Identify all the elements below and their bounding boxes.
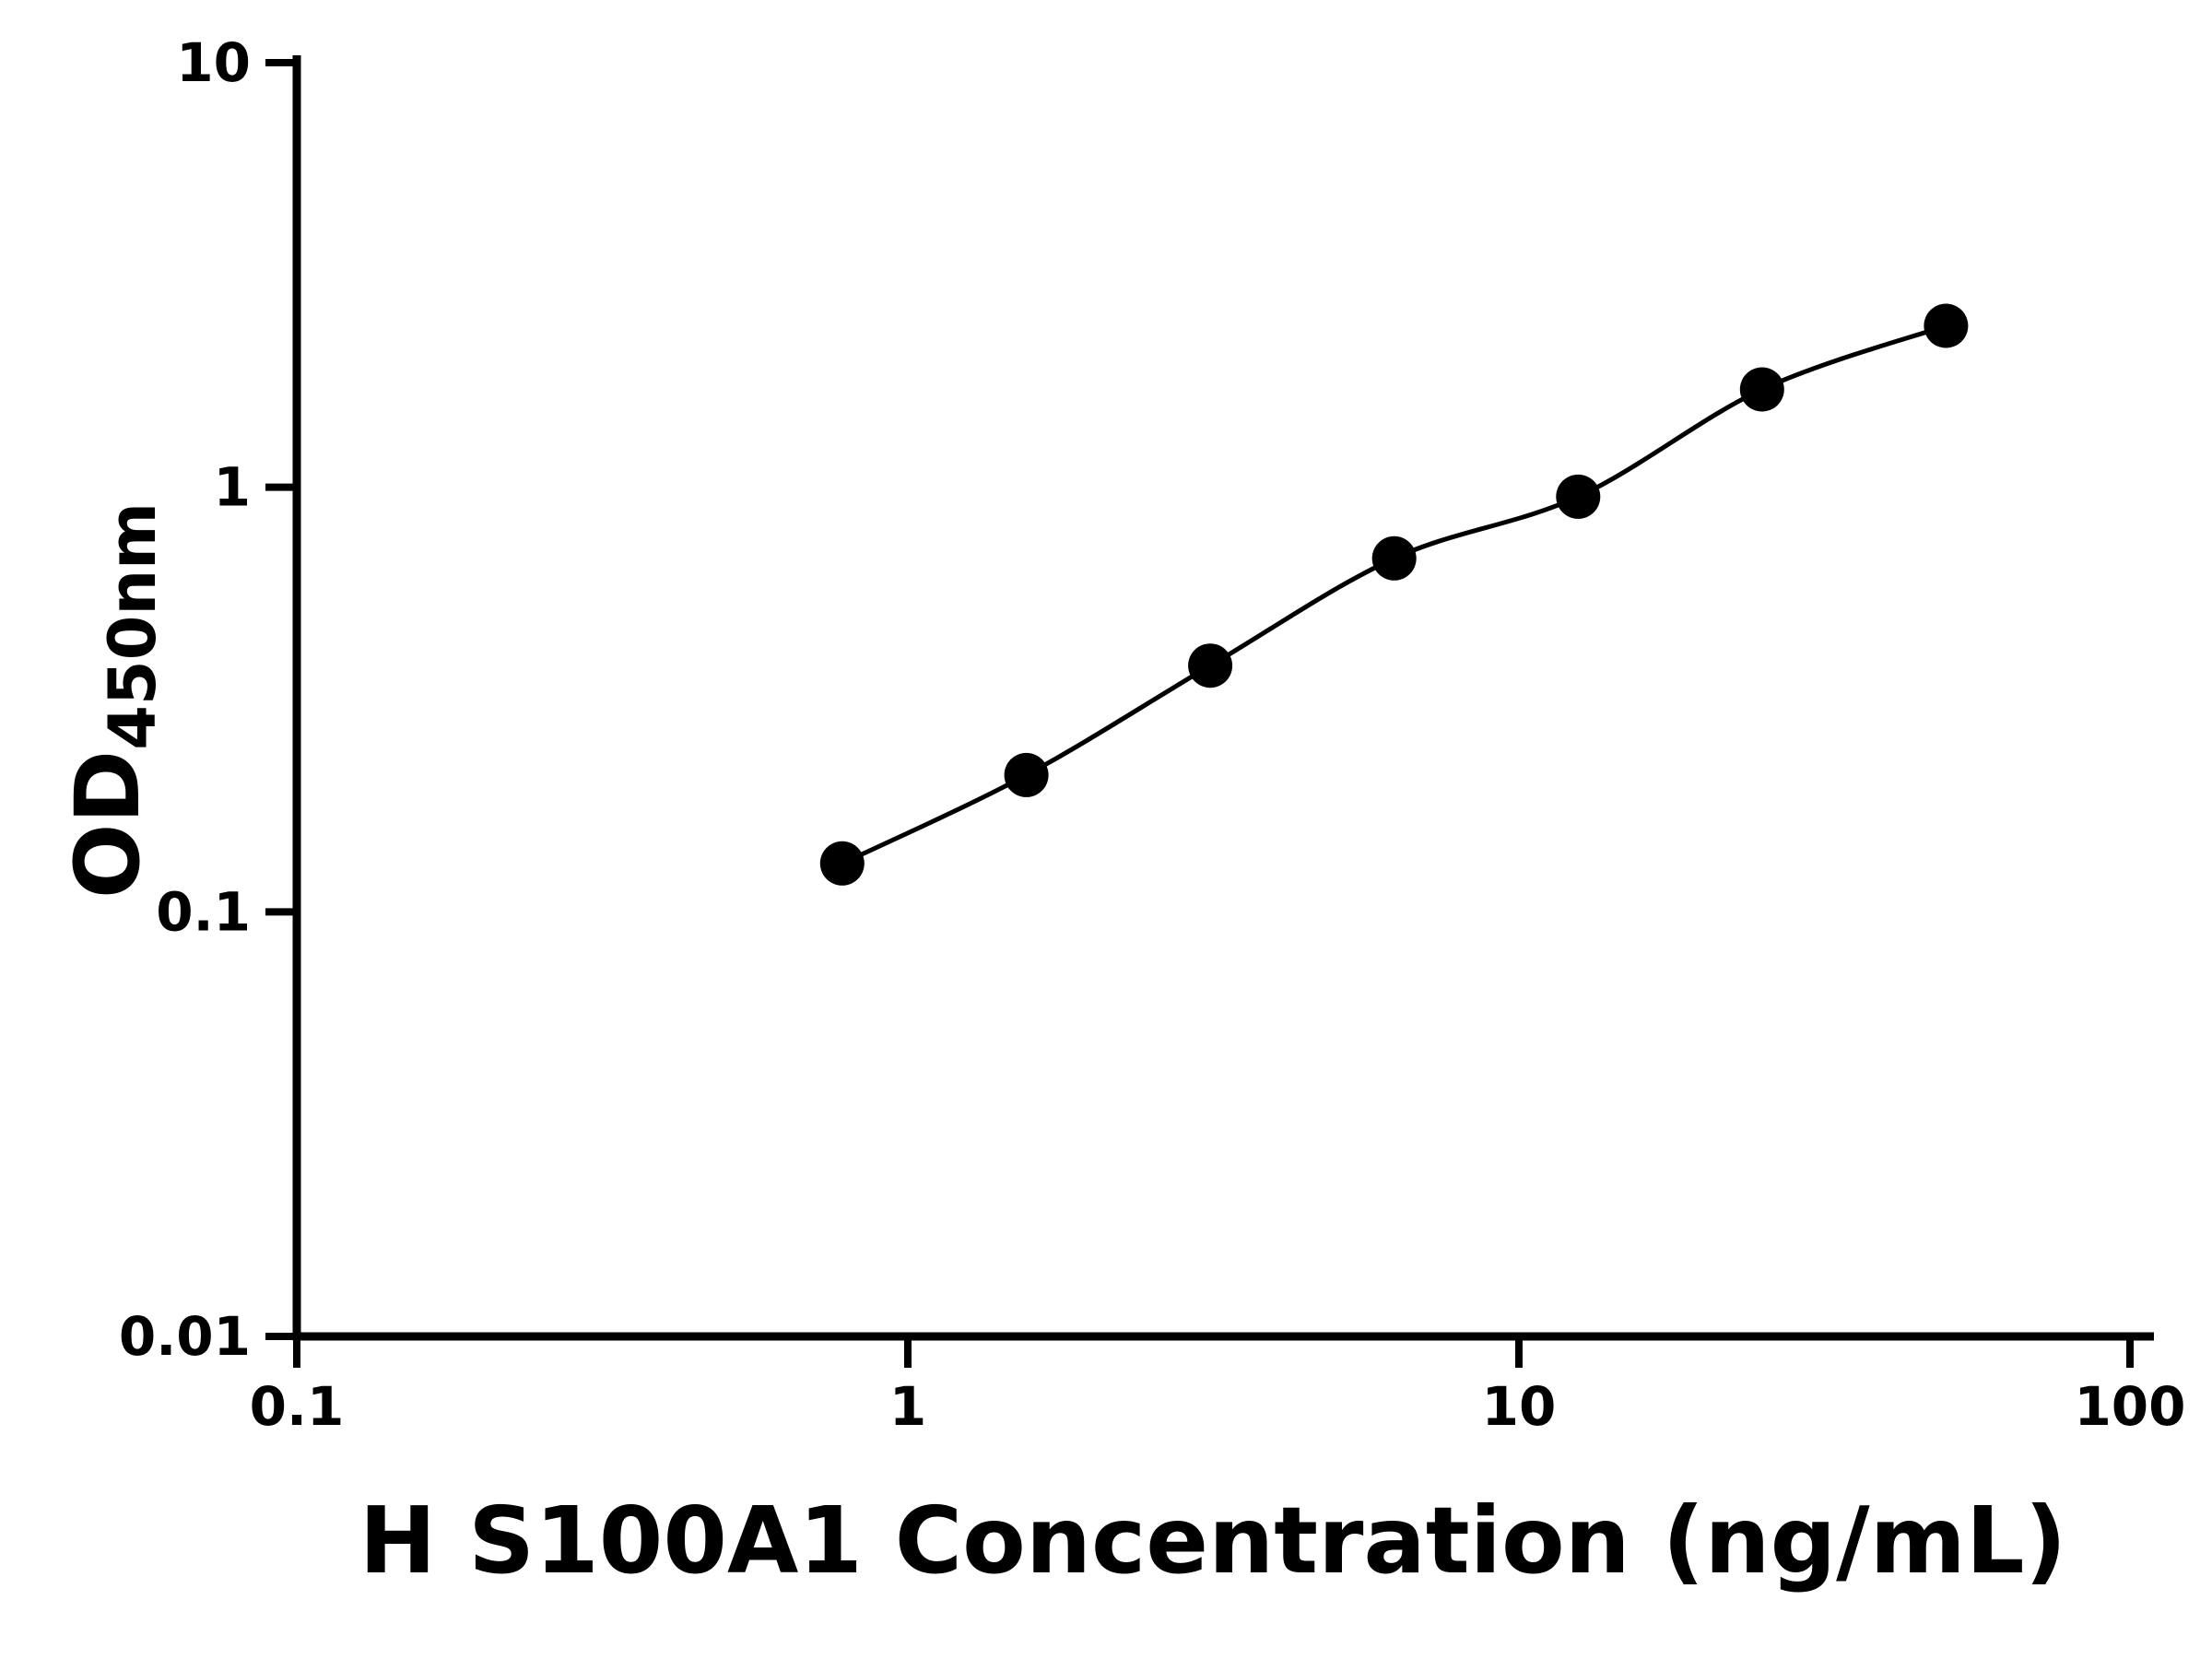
y-axis-title-group: OD450nm [56, 502, 171, 899]
y-tick-label: 0.1 [156, 880, 251, 943]
data-point-marker [1371, 535, 1417, 581]
x-axis-title: H S100A1 Concentration (ng/mL) [359, 1487, 2067, 1594]
x-tick-label: 10 [1482, 1375, 1557, 1438]
y-axis-title: OD450nm [56, 502, 171, 899]
data-point-marker [1739, 367, 1784, 412]
y-axis-title-main: OD [56, 750, 159, 899]
data-point-marker [1924, 303, 1969, 348]
data-point-marker [1556, 474, 1601, 519]
x-tick-label: 100 [2074, 1375, 2185, 1438]
y-tick-label: 1 [214, 456, 251, 519]
x-tick-label: 1 [889, 1375, 926, 1438]
x-tick-label: 0.1 [250, 1375, 345, 1438]
y-tick-label: 10 [176, 31, 251, 94]
data-point-marker [1004, 752, 1049, 797]
y-axis-title-subscript: 450nm [95, 502, 171, 750]
y-tick-label: 0.01 [119, 1305, 251, 1368]
data-point-marker [819, 841, 865, 886]
data-point-marker [1188, 643, 1233, 688]
plot-area: 0.1 1 10 100 0.01 0.1 1 10 [119, 31, 2186, 1438]
